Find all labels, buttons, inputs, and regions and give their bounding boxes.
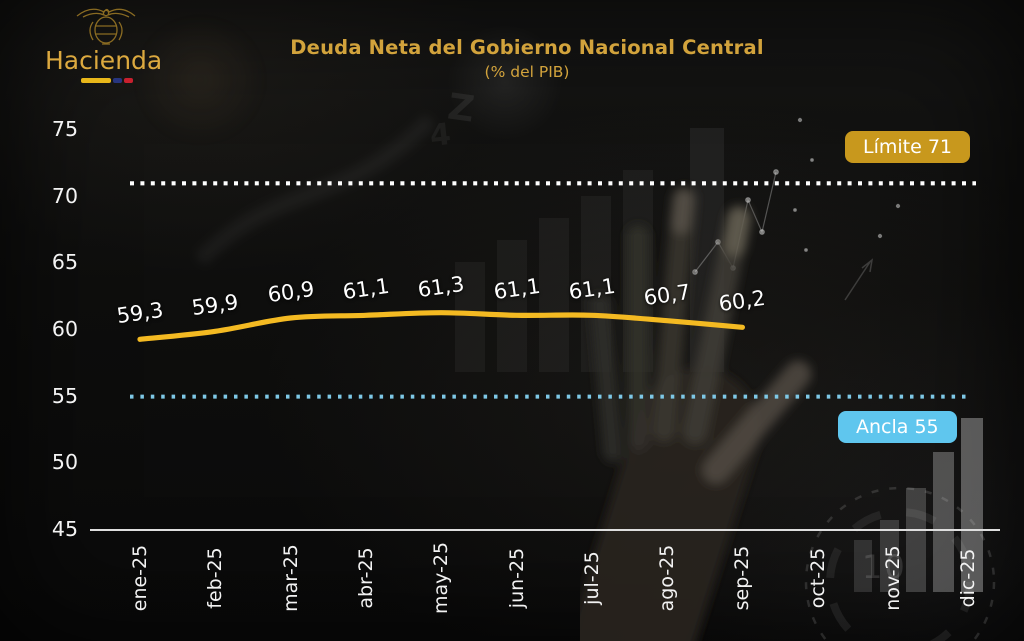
x-tick-jun-25: jun-25 <box>505 547 528 609</box>
flag-red <box>124 78 133 83</box>
flag-yellow <box>81 78 111 83</box>
y-tick-75: 75 <box>51 117 78 141</box>
x-tick-abr-25: abr-25 <box>354 547 377 609</box>
x-tick-may-25: may-25 <box>430 541 453 615</box>
chart-title-block: Deuda Neta del Gobierno Nacional Central… <box>262 36 792 81</box>
coat-of-arms-icon <box>76 8 136 45</box>
chart-title: Deuda Neta del Gobierno Nacional Central <box>290 36 764 59</box>
brand-name: Hacienda <box>45 46 163 75</box>
y-tick-65: 65 <box>51 250 78 275</box>
y-tick-70: 70 <box>51 183 78 208</box>
x-tick-jul-25: jul-25 <box>580 551 603 605</box>
limit-badge: Límite 71 <box>845 131 971 163</box>
x-tick-sep-25: sep-25 <box>731 545 754 611</box>
debt-series-line <box>137 310 745 342</box>
y-tick-55: 55 <box>51 383 78 408</box>
x-tick-ene-25: ene-25 <box>129 544 151 612</box>
y-tick-50: 50 <box>51 450 78 475</box>
x-tick-mar-25: mar-25 <box>279 544 302 612</box>
y-tick-45: 45 <box>51 517 78 541</box>
chart-subtitle: (% del PIB) <box>484 63 570 81</box>
colombia-flag-bar <box>81 78 133 83</box>
y-tick-60: 60 <box>51 317 78 341</box>
anchor-badge: Ancla 55 <box>838 411 957 443</box>
x-axis-line <box>90 529 1000 531</box>
flag-blue <box>113 78 122 83</box>
x-tick-oct-25: oct-25 <box>806 547 829 609</box>
x-tick-dic-25: dic-25 <box>957 548 980 608</box>
x-tick-feb-25: feb-25 <box>204 547 227 609</box>
x-tick-ago-25: ago-25 <box>656 544 679 612</box>
x-tick-nov-25: nov-25 <box>882 545 904 611</box>
